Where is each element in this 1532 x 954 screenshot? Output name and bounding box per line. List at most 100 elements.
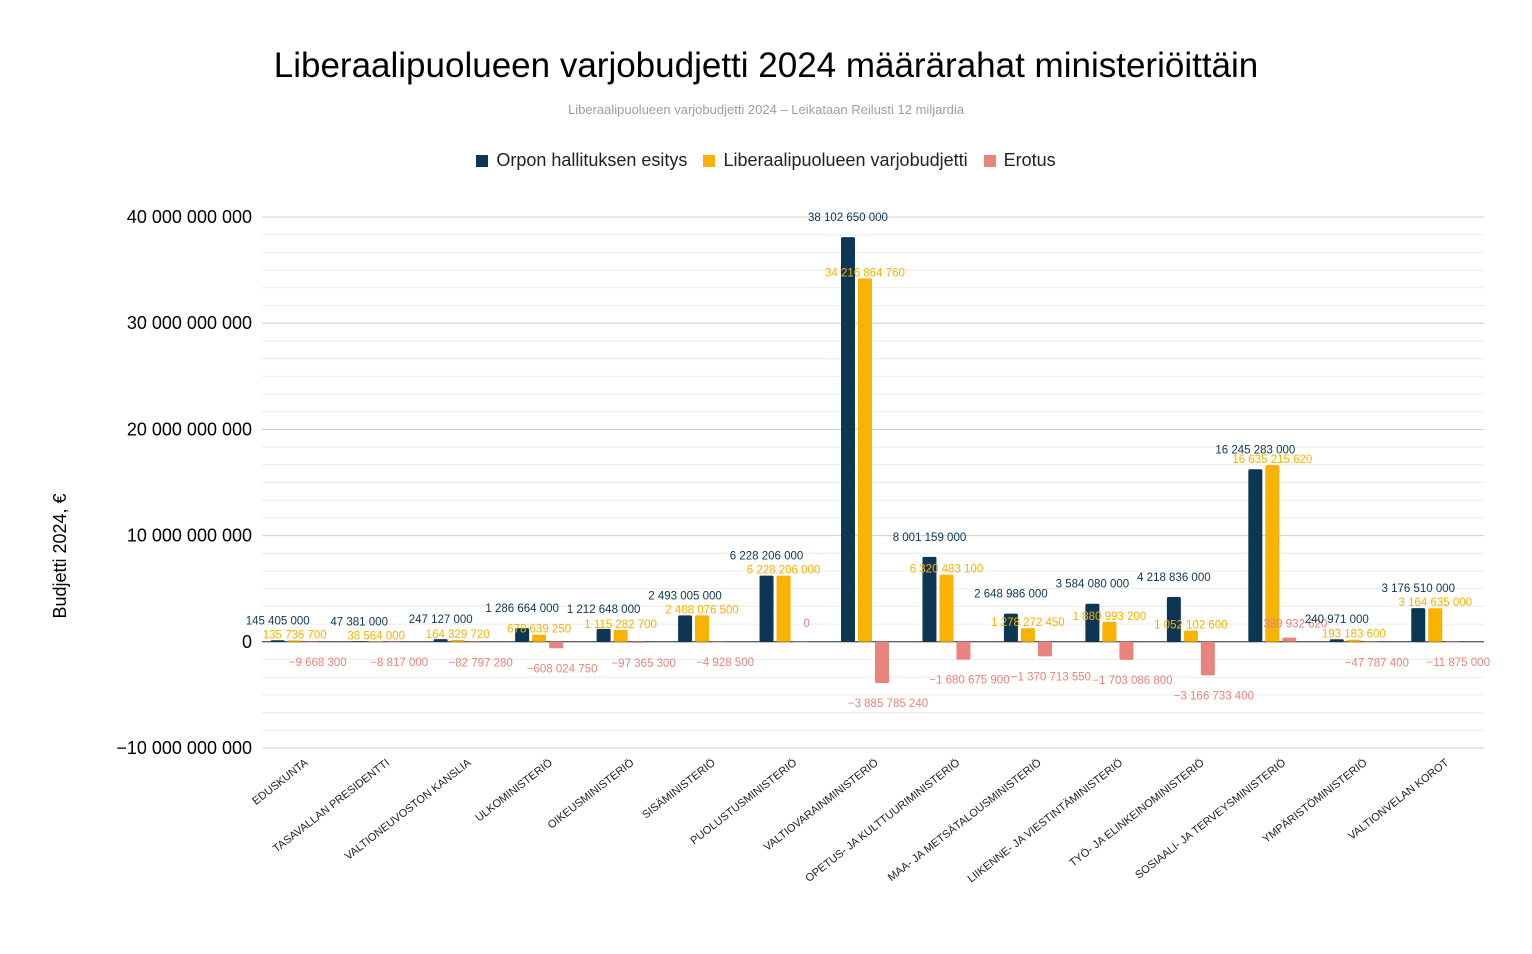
- legend-swatch-0: [476, 154, 489, 167]
- bar-1: [1428, 608, 1443, 642]
- data-label-1: 1 278 272 450: [991, 617, 1065, 629]
- data-label-0: 2 493 005 000: [648, 590, 722, 602]
- data-label-2: −9 668 300: [289, 657, 347, 669]
- data-label-1: 193 183 600: [1322, 629, 1386, 641]
- bar-0: [1248, 469, 1263, 642]
- bar-2: [712, 641, 727, 643]
- bar-2: [875, 641, 889, 684]
- bar-2: [630, 641, 645, 643]
- chart-title: Liberaalipuolueen varjobudjetti 2024 mää…: [273, 46, 1259, 85]
- bar-1: [776, 575, 791, 642]
- x-category-label: SISÄMINISTERIÖ: [640, 757, 718, 822]
- bar-1: [1020, 628, 1035, 642]
- data-labels: 145 405 000 135 736 700 −9 668 300 47 381 0…: [246, 212, 1490, 710]
- bar-0: [678, 615, 693, 642]
- data-label-1: 1 880 993 200: [1073, 611, 1147, 623]
- bar-2: [793, 641, 808, 643]
- y-axis-ticks: 40 000 000 000 30 000 000 000 20 000 000 0…: [116, 207, 252, 758]
- bar-2: [956, 641, 971, 660]
- bar-1: [858, 278, 872, 642]
- data-label-0: 145 405 000: [246, 615, 310, 627]
- data-label-0: 3 176 510 000: [1381, 583, 1455, 595]
- data-label-1: 16 635 215 620: [1232, 454, 1312, 466]
- bar-0: [352, 641, 367, 642]
- y-tick-label: 0: [242, 632, 252, 652]
- bar-1: [613, 629, 628, 642]
- bar-1: [695, 615, 710, 642]
- data-label-1: 34 216 864 760: [825, 267, 905, 279]
- data-label-1: 678 639 250: [507, 624, 571, 636]
- bar-1: [532, 634, 547, 642]
- x-category-label: EDUSKUNTA: [250, 757, 311, 808]
- bar-0: [1003, 613, 1018, 642]
- data-label-2: 389 932 620: [1263, 619, 1327, 631]
- bar-0: [515, 628, 530, 642]
- bar-0: [1085, 603, 1100, 642]
- data-label-1: 135 736 700: [263, 629, 327, 641]
- y-tick-label: −10 000 000 000: [116, 738, 252, 758]
- data-label-2: −1 703 086 800: [1092, 675, 1172, 687]
- legend-swatch-1: [703, 154, 716, 167]
- data-label-2: −8 817 000: [370, 657, 428, 669]
- data-label-2: −608 024 750: [527, 663, 598, 675]
- data-label-1: 6 228 206 000: [747, 565, 821, 577]
- data-label-2: −47 787 400: [1345, 657, 1409, 669]
- x-category-label: VALTIONEUVOSTON KANSLIA: [343, 757, 474, 863]
- y-axis-label: Budjetti 2024, €: [50, 493, 70, 618]
- bar-1: [287, 640, 302, 642]
- data-label-2: −3 166 733 400: [1174, 690, 1254, 702]
- data-label-1: 38 564 000: [347, 630, 405, 642]
- y-tick-label: 10 000 000 000: [127, 526, 252, 546]
- legend: Orpon hallituksen esitys Liberaalipuolue…: [0, 150, 1532, 171]
- bar-1: [450, 640, 465, 642]
- data-label-2: −82 797 280: [449, 658, 513, 670]
- bar-0: [922, 556, 937, 642]
- bar-0: [1329, 639, 1344, 642]
- data-label-1: 1 052 102 600: [1154, 620, 1228, 632]
- data-label-0: 38 102 650 000: [808, 212, 888, 224]
- y-tick-label: 40 000 000 000: [127, 207, 252, 227]
- x-category-label: ULKOMINISTERIÖ: [473, 757, 555, 825]
- bar-0: [270, 640, 285, 642]
- data-label-1: 3 164 635 000: [1398, 597, 1472, 609]
- legend-swatch-2: [983, 154, 996, 167]
- data-label-0: 16 245 283 000: [1215, 444, 1295, 456]
- bar-1: [1346, 639, 1361, 642]
- y-tick-label: 30 000 000 000: [127, 313, 252, 333]
- data-label-2: 0: [803, 618, 809, 630]
- bar-2: [1445, 641, 1460, 643]
- bar-0: [596, 628, 611, 642]
- legend-item-0: Orpon hallituksen esitys: [476, 150, 687, 171]
- bar-0: [841, 237, 855, 642]
- bar-2: [467, 641, 482, 643]
- x-category-label: OPETUS- JA KULTTUURIMINISTERIÖ: [803, 757, 962, 885]
- bar-2: [1037, 641, 1052, 657]
- bar-0: [1166, 596, 1181, 642]
- bar-2: [1200, 641, 1215, 676]
- data-label-2: −4 928 500: [696, 657, 754, 669]
- bar-0: [1411, 608, 1426, 642]
- bar-1: [939, 574, 954, 642]
- bar-1: [1265, 465, 1280, 642]
- bar-2: [1282, 637, 1297, 642]
- bars: [270, 237, 1460, 684]
- bar-2: [1363, 641, 1378, 643]
- data-label-2: −97 365 300: [611, 658, 675, 670]
- y-tick-label: 20 000 000 000: [127, 419, 252, 439]
- data-label-0: 47 381 000: [330, 616, 388, 628]
- bar-1: [369, 641, 384, 642]
- legend-label-2: Erotus: [1003, 150, 1056, 170]
- bar-2: [386, 641, 401, 643]
- legend-item-1: Liberaalipuolueen varjobudjetti: [703, 150, 968, 171]
- data-label-0: 240 971 000: [1305, 614, 1369, 626]
- data-label-0: 2 648 986 000: [974, 589, 1048, 601]
- x-category-label: OIKEUSMINISTERIÖ: [546, 757, 637, 832]
- x-category-label: LIIKENNE- JA VIESTINTÄMINISTERIÖ: [966, 757, 1126, 886]
- bar-2: [549, 641, 564, 649]
- bar-1: [1102, 621, 1117, 642]
- x-category-label: SOSIAALI- JA TERVEYSMINISTERIÖ: [1133, 757, 1288, 882]
- data-label-1: 2 488 076 500: [665, 604, 739, 616]
- data-label-2: −1 370 713 550: [1011, 671, 1091, 683]
